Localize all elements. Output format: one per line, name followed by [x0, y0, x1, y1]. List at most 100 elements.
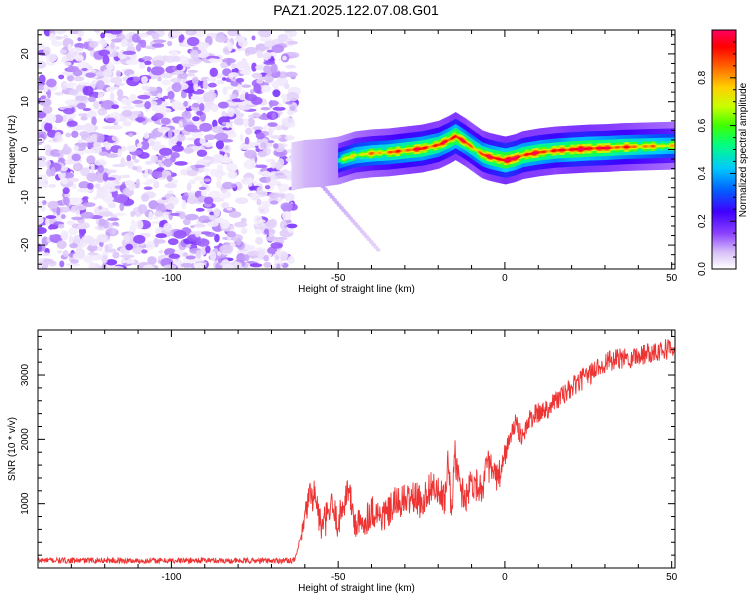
- ridge-cell: [303, 140, 305, 189]
- ridge-cell: [547, 150, 549, 153]
- y-tick-label: -20: [20, 237, 31, 252]
- ridge-cell: [308, 139, 311, 188]
- noise-cell: [132, 166, 138, 171]
- ridge-cell: [321, 138, 324, 187]
- ridge-cell: [349, 155, 352, 159]
- ridge-cell: [578, 147, 581, 151]
- noise-cell: [237, 39, 248, 48]
- noise-cell: [93, 100, 100, 110]
- ridge-cell: [408, 148, 410, 152]
- noise-cell: [270, 135, 282, 140]
- noise-cell: [38, 243, 43, 252]
- ridge-cell: [456, 135, 458, 139]
- noise-cell: [57, 149, 71, 155]
- echo-cell: [338, 205, 344, 210]
- noise-cell: [185, 213, 199, 221]
- noise-cell: [257, 249, 265, 259]
- noise-cell: [150, 154, 159, 164]
- ridge-cell: [505, 159, 507, 162]
- y-tick-label: 20: [20, 48, 31, 60]
- noise-cell: [143, 186, 153, 190]
- noise-cell: [154, 210, 164, 217]
- ridge-cell: [482, 153, 485, 156]
- noise-cell: [230, 63, 236, 70]
- ridge-cell: [368, 152, 371, 155]
- ridge-cell: [584, 147, 587, 150]
- echo-cell: [364, 234, 370, 239]
- noise-cell: [141, 75, 148, 84]
- echo-cell: [350, 219, 356, 223]
- ridge-cell: [500, 158, 503, 161]
- ridge-cell: [414, 148, 416, 151]
- ridge-cell: [611, 146, 613, 149]
- noise-cell: [193, 82, 199, 92]
- noise-cell: [63, 196, 70, 205]
- ridge-cell: [300, 140, 303, 189]
- noise-cell: [195, 249, 202, 259]
- noise-cell: [287, 52, 300, 59]
- noise-cell: [140, 140, 150, 150]
- ridge-cell: [426, 146, 429, 149]
- noise-cell: [38, 227, 47, 235]
- noise-cell: [153, 113, 164, 120]
- noise-cell: [148, 211, 154, 221]
- noise-cell: [135, 219, 144, 230]
- noise-cell: [168, 253, 181, 259]
- noise-cell: [46, 89, 52, 99]
- ridge-cell: [639, 145, 641, 148]
- noise-cell: [107, 86, 120, 90]
- noise-cell: [136, 32, 150, 38]
- ridge-cell: [360, 153, 362, 156]
- noise-cell: [66, 262, 80, 267]
- ridge-cell: [554, 149, 556, 152]
- ridge-cell: [615, 146, 618, 149]
- noise-cell: [183, 124, 198, 132]
- noise-cell: [181, 110, 192, 121]
- noise-cell: [249, 89, 255, 95]
- noise-cell: [54, 91, 64, 96]
- noise-cell: [222, 112, 232, 117]
- noise-cell: [263, 60, 276, 65]
- ridge-cell: [568, 148, 570, 151]
- noise-cell: [263, 254, 270, 262]
- ridge-cell: [423, 146, 426, 150]
- noise-cell: [109, 92, 115, 102]
- ridge-cell: [365, 152, 367, 156]
- noise-cell: [74, 42, 86, 49]
- ridge-cell: [339, 158, 341, 162]
- x-tick-label: 0: [502, 273, 508, 284]
- ridge-cell: [444, 140, 447, 143]
- noise-cell: [129, 93, 137, 102]
- noise-cell: [76, 224, 88, 230]
- ridge-cell: [576, 148, 578, 151]
- noise-cell: [209, 211, 215, 216]
- ridge-cell: [652, 145, 654, 148]
- noise-cell: [110, 38, 123, 43]
- noise-cell: [277, 183, 290, 192]
- noise-cell: [145, 178, 158, 183]
- noise-cell: [167, 129, 173, 139]
- noise-cell: [216, 251, 222, 256]
- noise-cell: [263, 125, 268, 131]
- ridge-cell: [643, 145, 646, 148]
- noise-cell: [131, 224, 137, 228]
- noise-cell: [251, 72, 263, 79]
- ridge-cell: [312, 139, 315, 188]
- noise-cell: [133, 234, 146, 244]
- ridge-cell: [519, 155, 521, 158]
- ridge-cell: [397, 150, 400, 153]
- noise-cell: [131, 99, 144, 105]
- ridge-cell: [382, 151, 385, 154]
- ridge-cell: [590, 147, 592, 150]
- ridge-cell: [570, 148, 573, 151]
- noise-cell: [141, 193, 150, 202]
- ridge-cell: [604, 146, 606, 150]
- ridge-cell: [440, 142, 443, 145]
- ridge-cell: [498, 157, 500, 161]
- noise-cell: [226, 58, 232, 66]
- ridge-cell: [614, 146, 617, 149]
- noise-cell: [253, 215, 263, 225]
- noise-cell: [94, 160, 107, 166]
- ridge-cell: [580, 147, 583, 151]
- noise-cell: [145, 240, 155, 250]
